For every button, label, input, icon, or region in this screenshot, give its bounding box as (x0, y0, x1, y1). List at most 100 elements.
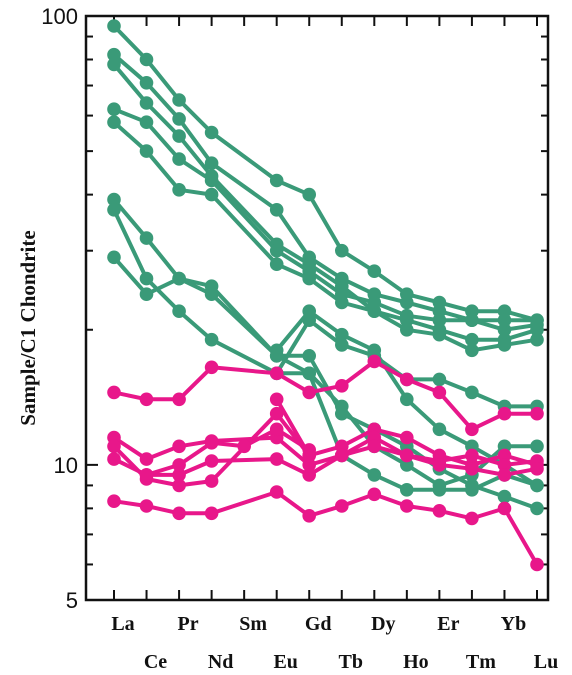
data-point (204, 474, 219, 488)
data-point (204, 173, 219, 188)
data-point (400, 483, 414, 497)
series-5 (107, 115, 544, 358)
data-point (107, 250, 121, 265)
data-point (400, 448, 414, 463)
data-point (302, 468, 317, 482)
data-point (172, 468, 186, 482)
data-point (497, 501, 512, 516)
data-point (432, 422, 447, 437)
data-point (172, 129, 186, 143)
data-point (237, 439, 251, 454)
data-point (172, 112, 186, 126)
data-point (367, 487, 382, 502)
data-point (400, 458, 414, 472)
data-point (432, 385, 447, 400)
data-point (172, 271, 186, 286)
data-point (139, 231, 154, 245)
data-point (302, 187, 317, 202)
data-point (107, 47, 121, 62)
data-point (302, 349, 317, 363)
data-point (269, 173, 284, 188)
data-point (465, 462, 479, 476)
data-point (400, 308, 414, 323)
data-point (432, 504, 447, 518)
data-point (367, 264, 382, 279)
data-point (139, 271, 154, 286)
data-point (335, 338, 349, 352)
data-point (432, 372, 447, 387)
data-point (465, 343, 479, 358)
data-point (204, 187, 219, 202)
data-point (204, 125, 219, 140)
data-point (139, 52, 154, 67)
data-point (335, 399, 349, 414)
data-point (269, 366, 284, 381)
data-point (107, 102, 121, 116)
data-point (139, 499, 154, 513)
x-tick-label: Eu (273, 651, 297, 673)
data-point (269, 485, 284, 499)
data-point (269, 422, 284, 437)
data-point (367, 439, 382, 454)
data-point (107, 57, 121, 72)
data-point (302, 443, 317, 457)
data-point (465, 511, 479, 526)
series-17 (107, 485, 544, 572)
plot-frame (84, 14, 550, 602)
data-point (530, 323, 544, 337)
x-tick-label: Er (437, 613, 459, 635)
data-point (139, 468, 154, 482)
series-line (113, 490, 539, 566)
data-point (335, 379, 349, 393)
data-point (269, 203, 284, 217)
data-point (172, 506, 186, 521)
data-point (204, 436, 219, 450)
series-layer (107, 19, 544, 572)
data-point (107, 19, 121, 33)
data-point (465, 448, 479, 463)
data-point (107, 115, 121, 129)
data-point (172, 478, 186, 493)
data-point (204, 332, 219, 347)
data-point (302, 385, 317, 400)
data-point (172, 93, 186, 107)
x-tick-label: Nd (208, 651, 234, 673)
data-point (530, 557, 544, 572)
data-point (139, 452, 154, 466)
data-point (400, 323, 414, 337)
series-11 (107, 354, 544, 437)
data-point (269, 392, 284, 407)
data-point (530, 478, 544, 493)
y-tick-label: 5 (66, 588, 78, 613)
data-point (530, 313, 544, 328)
data-point (497, 323, 512, 337)
x-tick-label: La (111, 613, 134, 635)
data-point (497, 313, 512, 328)
data-point (139, 115, 154, 129)
series-16 (139, 422, 317, 482)
series-line (145, 427, 311, 477)
data-point (139, 392, 154, 407)
data-point (400, 499, 414, 513)
data-point (400, 430, 414, 445)
data-point (335, 499, 349, 513)
data-point (302, 304, 317, 319)
data-point (302, 458, 317, 472)
data-point (107, 192, 121, 207)
data-point (172, 304, 186, 319)
data-point (107, 494, 121, 509)
y-axis-label: Sample/C1 Chondrite (16, 230, 40, 425)
data-point (269, 343, 284, 358)
data-point (530, 439, 544, 454)
data-point (269, 257, 284, 272)
data-point (302, 509, 317, 523)
y-tick-label: 10 (54, 453, 78, 478)
data-point (400, 392, 414, 407)
data-point (530, 406, 544, 421)
data-point (432, 313, 447, 328)
x-tick-label: Pr (178, 613, 199, 635)
data-point (367, 304, 382, 319)
data-point (335, 448, 349, 463)
data-point (172, 458, 186, 472)
